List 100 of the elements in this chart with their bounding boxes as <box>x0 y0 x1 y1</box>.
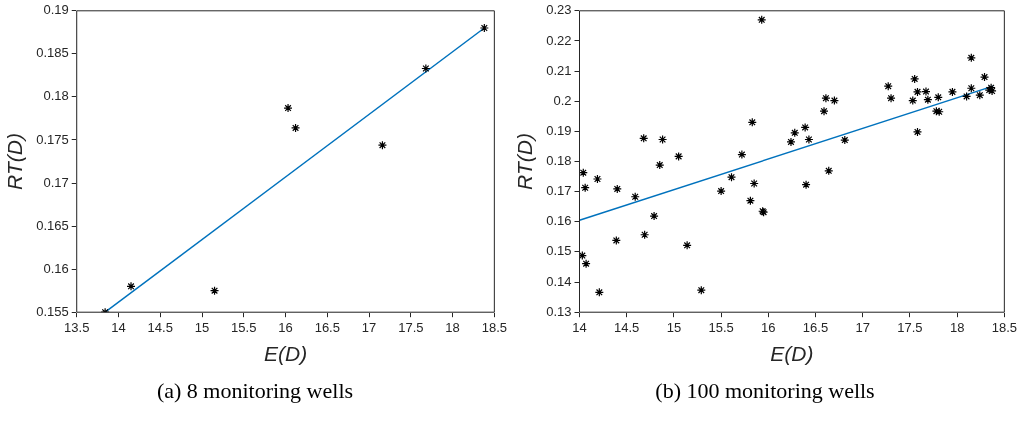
y-tick-label: 0.18 <box>43 88 69 104</box>
point <box>800 122 810 133</box>
point <box>579 250 587 261</box>
point <box>726 172 737 182</box>
point <box>912 127 923 137</box>
point <box>630 192 640 202</box>
x-axis-title: E(D) <box>263 342 308 366</box>
point <box>883 81 893 91</box>
point <box>886 93 896 103</box>
y-tick-label: 0.185 <box>36 45 69 61</box>
point <box>908 96 918 106</box>
x-tick-label: 14.5 <box>147 319 173 335</box>
point <box>612 184 622 194</box>
x-tick-label: 16 <box>278 319 293 335</box>
point <box>209 286 220 296</box>
x-tick-label: 17.5 <box>398 319 424 335</box>
y-tick-label: 0.18 <box>546 153 572 169</box>
point <box>640 230 650 240</box>
point <box>910 74 920 84</box>
point <box>290 123 301 133</box>
y-tick-label: 0.15 <box>546 243 572 259</box>
point <box>840 135 850 145</box>
x-tick-label: 16.5 <box>314 319 340 335</box>
y-tick-label: 0.165 <box>36 217 69 233</box>
point <box>649 211 659 221</box>
y-tick-label: 0.16 <box>43 260 69 276</box>
point <box>786 137 796 147</box>
y-tick-label: 0.13 <box>546 303 572 319</box>
y-tick-label: 0.155 <box>36 303 69 319</box>
point <box>421 63 431 74</box>
point <box>933 92 943 102</box>
point <box>921 86 931 97</box>
x-tick-label: 15.5 <box>708 319 734 335</box>
point <box>611 235 621 246</box>
x-tick-label: 17 <box>855 319 870 335</box>
x-axis-title: E(D) <box>770 342 814 366</box>
point <box>966 53 976 63</box>
point <box>912 87 923 97</box>
point <box>975 90 985 100</box>
point <box>580 183 590 193</box>
y-tick-label: 0.2 <box>553 92 572 108</box>
point <box>655 160 665 170</box>
point <box>594 287 604 297</box>
x-tick-label: 18 <box>445 319 460 335</box>
point <box>737 149 747 160</box>
x-tick-label: 18 <box>949 319 965 335</box>
x-tick-label: 18.5 <box>991 319 1018 335</box>
x-tick-label: 15 <box>666 319 682 335</box>
point <box>966 83 976 93</box>
point <box>829 96 840 106</box>
y-tick-label: 0.14 <box>546 273 572 289</box>
y-tick-label: 0.19 <box>546 122 572 138</box>
point <box>804 134 814 145</box>
text: (a) 8 monitoring wells <box>155 378 355 404</box>
x-tick-label: 16 <box>761 319 776 335</box>
y-tick-label: 0.17 <box>43 174 69 190</box>
point <box>377 140 388 150</box>
point <box>947 87 958 97</box>
y-tick-label: 0.21 <box>546 62 572 78</box>
point <box>696 285 706 295</box>
point <box>757 15 767 25</box>
point <box>821 93 831 103</box>
point <box>674 151 684 161</box>
point <box>716 186 726 196</box>
point <box>747 117 757 127</box>
x-tick-label: 15 <box>194 319 210 335</box>
x-tick-label: 14 <box>111 319 126 335</box>
point <box>749 178 759 189</box>
point <box>979 72 990 82</box>
point <box>579 168 588 178</box>
y-tick-label: 0.17 <box>546 183 572 199</box>
x-tick-label: 18.5 <box>481 319 508 335</box>
point <box>479 23 489 33</box>
point <box>592 174 603 184</box>
point <box>819 106 829 116</box>
y-axis-title: RT(D) <box>513 133 537 190</box>
point <box>801 180 811 190</box>
point <box>283 103 293 113</box>
x-tick-label: 17 <box>361 319 377 335</box>
y-tick-label: 0.175 <box>36 131 69 147</box>
point <box>961 91 972 101</box>
point <box>657 134 668 145</box>
x-tick-label: 16.5 <box>802 319 829 335</box>
point <box>581 259 591 269</box>
y-tick-label: 0.16 <box>546 213 572 229</box>
point <box>923 95 933 105</box>
point <box>639 133 649 143</box>
x-tick-label: 17.5 <box>897 319 923 335</box>
y-tick-label: 0.23 <box>546 2 572 18</box>
x-tick-label: 13.5 <box>64 319 90 335</box>
x-tick-label: 14 <box>572 319 587 335</box>
point <box>745 196 755 206</box>
x-tick-label: 15.5 <box>231 319 257 335</box>
text: (b) 100 monitoring wells <box>654 378 876 404</box>
y-tick-label: 0.19 <box>43 2 69 18</box>
point <box>790 128 800 138</box>
y-tick-label: 0.22 <box>546 32 572 48</box>
point <box>682 240 692 250</box>
point <box>126 281 136 291</box>
y-axis-title: RT(D) <box>3 133 27 190</box>
